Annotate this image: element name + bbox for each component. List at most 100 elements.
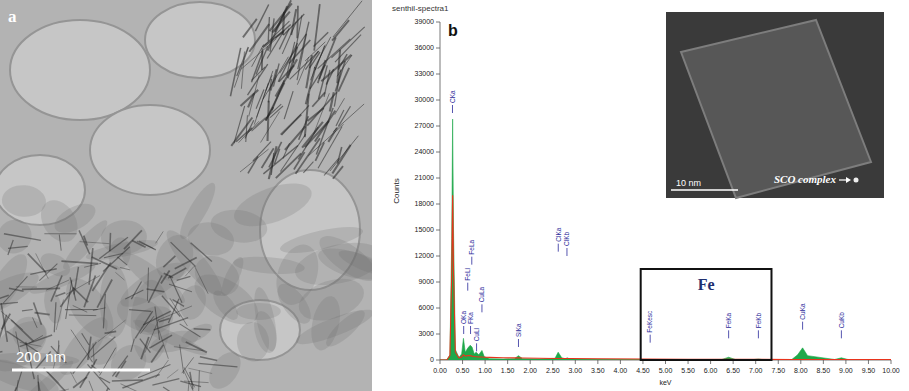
flake-edge [198,370,199,391]
flake-edge [314,32,329,46]
flake-edge [240,149,269,172]
flake-edge [74,267,78,295]
flake-edge [59,235,61,251]
x-tick-label: 0.00 [433,367,447,374]
flake-edge [268,79,271,102]
flake-edge [331,27,364,58]
flake-edge [310,45,325,81]
flake-edge [103,294,105,329]
flake-edge [124,230,142,249]
flake-edge [253,142,271,161]
inset-arrowhead [846,177,851,183]
x-tick-label: 9.00 [839,367,853,374]
flake-edge [33,318,38,328]
flake-edge [56,299,63,329]
y-tick [436,74,440,75]
y-axis: 0300060009000120001500018000210002400027… [415,18,440,363]
flake-edge [269,146,277,179]
peak-label: CKa [449,90,456,103]
chart-title: senthil-spectra1 [392,4,449,13]
y-tick-label: 9000 [418,278,434,285]
flake-edge [231,117,252,145]
x-tick-label: 6.50 [726,367,740,374]
peak-label: CuLa [478,286,485,302]
flake-edge [188,368,212,373]
x-tick-label: 4.00 [614,367,628,374]
scale-bar-label: 200 nm [16,348,66,365]
figure: a200 nmsenthil-spectra1CountskeV0.000.50… [0,0,909,391]
flake-edge [248,93,254,107]
x-tick [552,360,553,364]
flake [336,246,372,281]
flake-edge [44,233,76,234]
flake-edge [20,335,53,347]
x-tick-label: 2.00 [523,367,537,374]
x-tick [440,360,441,364]
annotation-marker [470,326,471,334]
x-tick-label: 9.50 [862,367,876,374]
flake-edge [284,91,293,119]
flake-edge [333,166,343,179]
annotation-marker [802,322,803,330]
flake [50,198,100,239]
peak-label: CuKb [838,312,845,329]
flake-edge [115,272,124,280]
x-tick [597,360,598,364]
flake [185,219,237,260]
annotation-marker [558,244,559,252]
flake-edge [267,30,284,58]
flake-edge [73,305,88,312]
flake-edge [249,75,260,117]
y-tick [436,334,440,335]
flake-edge [184,381,209,383]
flake-edge [125,290,143,299]
flake-edge [148,276,162,303]
x-tick-label: 1.50 [501,367,515,374]
flake-edge [170,298,188,326]
x-tick-label: 7.00 [749,367,763,374]
highlight-box [641,269,772,360]
inset-scale-label: 10 nm [676,178,701,188]
flake-edge [180,345,184,374]
flake-edge [159,330,168,358]
flake-edge [297,34,307,81]
flake-edge [99,237,128,258]
annotation-marker [463,326,464,334]
flake-edge [169,284,192,292]
x-tick-label: 6.00 [704,367,718,374]
flake-edge [255,4,268,31]
x-tick-label: 1.00 [478,367,492,374]
x-axis: 0.000.501.001.502.002.503.003.504.004.50… [433,360,900,374]
flake-edge [268,101,269,141]
flake-edge [3,276,28,303]
flake-edge [332,145,350,174]
x-tick-label: 2.50 [546,367,560,374]
flake [178,320,214,347]
y-tick-label: 30000 [415,96,435,103]
peak-label: ClKa [555,227,562,241]
flake [307,293,345,353]
flake [117,246,191,310]
flake-edge [55,293,65,297]
flake-edge [135,311,152,338]
flake-edge [324,158,339,175]
carbon-hole [145,2,255,78]
peak-label: FeKesc [646,310,653,333]
flake-edge [120,267,130,270]
flake-edge [268,17,269,41]
y-tick-label: 27000 [415,122,435,129]
flake-edge [162,296,180,317]
flake-edge [163,387,195,391]
flake-edge [151,345,163,363]
flake-edge [246,115,248,142]
flake-edge [168,268,186,278]
peak-label: ClKb [563,232,570,246]
flake-edge [194,329,211,330]
flake-edge [312,92,325,106]
inset-crystal [681,20,871,198]
flake-edge [38,382,42,391]
x-tick-label: 8.50 [817,367,831,374]
flake-edge [69,314,96,316]
carbon-hole [10,20,150,120]
flake-edge [54,302,56,332]
